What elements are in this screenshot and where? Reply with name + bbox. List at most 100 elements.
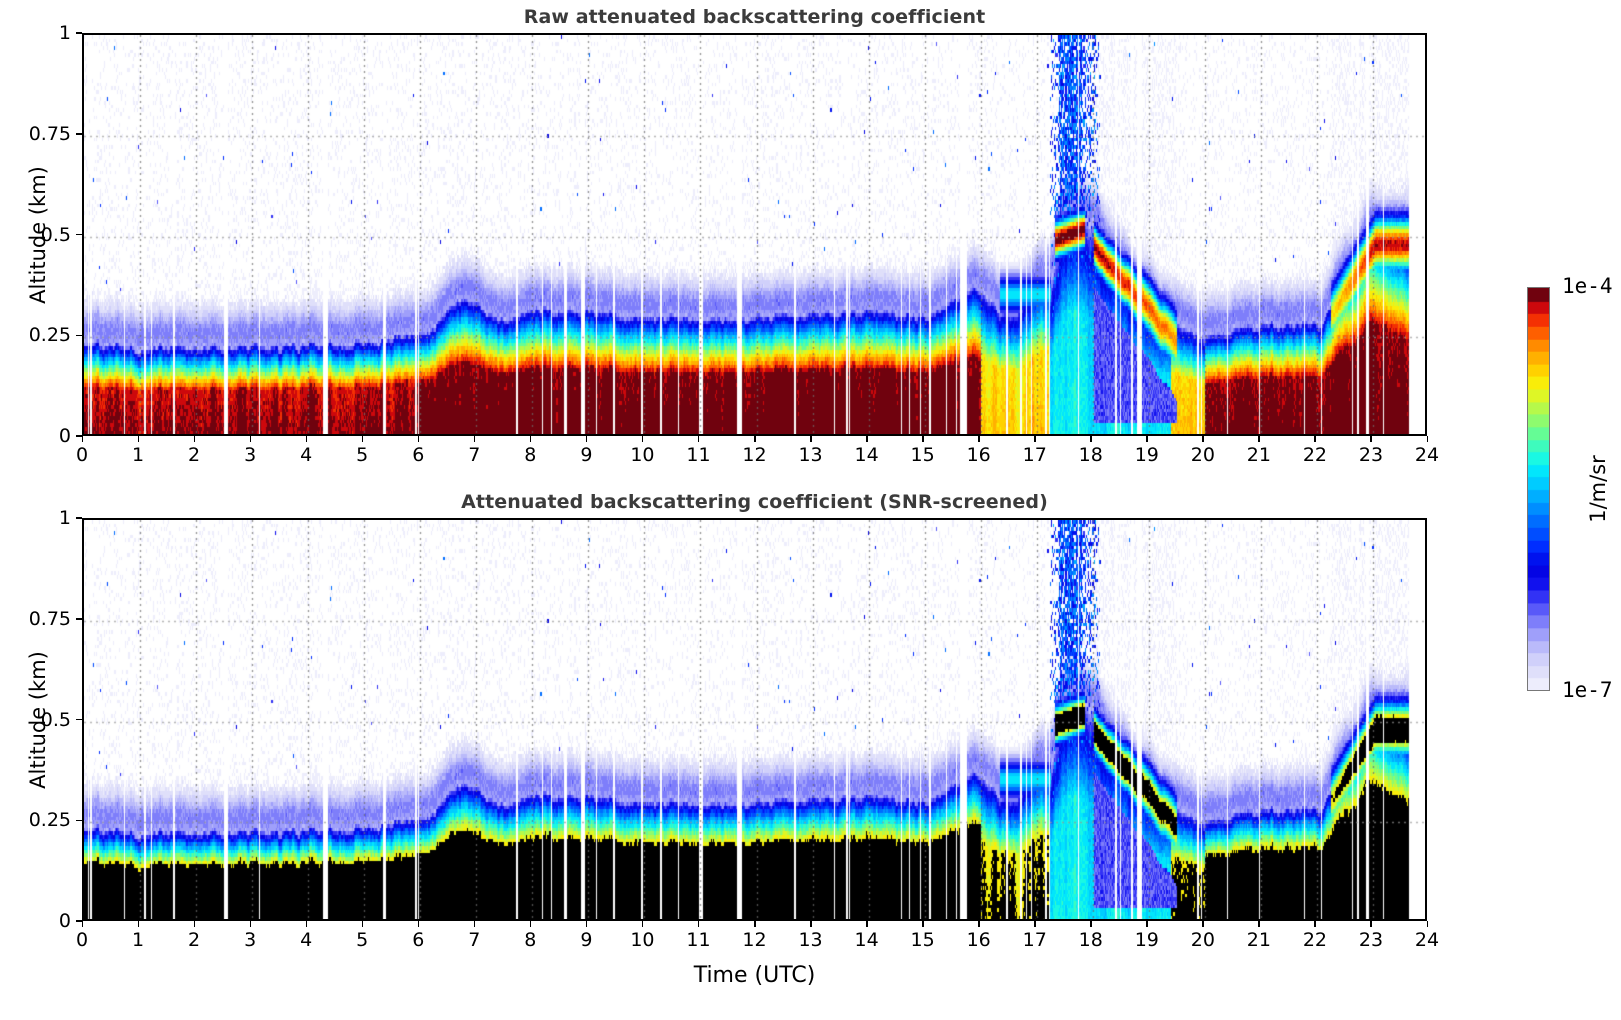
xtick-label: 2 xyxy=(188,929,201,951)
ytick-mark xyxy=(76,233,82,236)
ytick-label: 0.25 xyxy=(28,809,71,832)
colorbar-gradient xyxy=(1527,287,1550,691)
xtick-label: 14 xyxy=(854,444,879,466)
ytick-mark xyxy=(76,618,82,620)
xaxis-title: Time (UTC) xyxy=(693,963,816,988)
xtick-mark xyxy=(754,436,756,442)
xtick-label: 19 xyxy=(1134,929,1159,951)
xtick-label: 9 xyxy=(580,929,593,951)
xtick-label: 6 xyxy=(412,444,425,466)
xtick-mark xyxy=(1370,436,1372,442)
xtick-label: 5 xyxy=(356,444,369,466)
plot-area-raw[interactable] xyxy=(82,33,1427,436)
xtick-mark xyxy=(922,436,924,442)
ytick-mark xyxy=(76,32,82,34)
ytick-mark xyxy=(76,435,82,437)
xtick-mark xyxy=(1258,436,1260,442)
xtick-mark xyxy=(978,436,980,442)
xtick-label: 22 xyxy=(1302,929,1327,951)
xtick-mark xyxy=(1146,921,1148,927)
xtick-label: 15 xyxy=(910,929,935,951)
xtick-label: 20 xyxy=(1190,444,1215,466)
xtick-label: 12 xyxy=(742,444,767,466)
xtick-label: 11 xyxy=(686,929,711,951)
xtick-label: 0 xyxy=(75,444,89,466)
xtick-mark xyxy=(1426,436,1428,442)
xtick-label: 4 xyxy=(300,444,313,466)
xtick-mark xyxy=(361,921,364,927)
xtick-label: 2 xyxy=(188,444,201,466)
xtick-mark xyxy=(137,436,140,442)
panel-title-raw: Raw attenuated backscattering coefficien… xyxy=(523,6,986,28)
xtick-label: 21 xyxy=(1246,929,1271,951)
xtick-label: 16 xyxy=(966,444,991,466)
ytick-label: 1 xyxy=(58,22,71,44)
xtick-mark xyxy=(641,921,644,927)
xtick-mark xyxy=(81,436,83,442)
xtick-label: 1 xyxy=(131,929,145,951)
ytick-label: 0.5 xyxy=(40,708,71,731)
xtick-mark xyxy=(866,921,868,927)
xtick-mark xyxy=(697,436,700,442)
xtick-label: 3 xyxy=(244,444,257,466)
xtick-mark xyxy=(249,436,252,442)
xtick-label: 16 xyxy=(966,929,991,951)
colorbar-title: 1/m/sr xyxy=(1586,455,1610,523)
xtick-label: 12 xyxy=(742,929,767,951)
xtick-mark xyxy=(249,921,252,927)
xtick-label: 20 xyxy=(1190,929,1215,951)
xtick-label: 7 xyxy=(468,929,481,951)
panel-raw xyxy=(82,33,1427,436)
heatmap-canvas-screened xyxy=(84,520,1425,919)
xtick-label: 5 xyxy=(356,929,369,951)
xtick-label: 24 xyxy=(1414,444,1440,466)
ytick-label: 0.25 xyxy=(28,324,71,347)
xtick-label: 22 xyxy=(1302,444,1327,466)
xtick-mark xyxy=(193,921,196,927)
xtick-label: 3 xyxy=(244,929,257,951)
xtick-label: 6 xyxy=(412,929,425,951)
xtick-mark xyxy=(1426,921,1428,927)
xtick-label: 9 xyxy=(580,444,593,466)
xtick-mark xyxy=(1314,921,1316,927)
xtick-mark xyxy=(361,436,364,442)
colorbar-max-label: 1e-4 xyxy=(1562,274,1613,298)
xtick-label: 15 xyxy=(910,444,935,466)
xtick-label: 23 xyxy=(1358,444,1384,466)
ytick-mark xyxy=(76,718,82,721)
xtick-label: 18 xyxy=(1078,929,1103,951)
ytick-label: 0.5 xyxy=(40,223,71,246)
xtick-mark xyxy=(417,921,420,927)
xtick-mark xyxy=(810,921,812,927)
colorbar[interactable] xyxy=(1527,287,1550,691)
xtick-label: 19 xyxy=(1134,444,1159,466)
xtick-mark xyxy=(473,436,476,442)
xtick-label: 8 xyxy=(524,929,537,951)
plot-area-screened[interactable] xyxy=(82,518,1427,921)
xtick-mark xyxy=(1034,436,1036,442)
xtick-label: 14 xyxy=(854,929,879,951)
ytick-mark xyxy=(76,819,82,821)
xtick-mark xyxy=(1314,436,1316,442)
xtick-label: 4 xyxy=(300,929,313,951)
ytick-label: 0 xyxy=(58,425,71,447)
ytick-mark xyxy=(76,334,82,336)
xtick-mark xyxy=(193,436,196,442)
xtick-mark xyxy=(754,921,756,927)
xtick-label: 13 xyxy=(798,929,823,951)
ytick-label: 0 xyxy=(58,910,71,932)
xtick-label: 10 xyxy=(630,929,655,951)
xtick-mark xyxy=(81,921,83,927)
xtick-label: 17 xyxy=(1022,444,1047,466)
xtick-mark xyxy=(137,921,140,927)
ytick-mark xyxy=(76,517,82,519)
xtick-label: 0 xyxy=(75,929,89,951)
xtick-label: 21 xyxy=(1246,444,1271,466)
xtick-mark xyxy=(1090,921,1092,927)
xtick-mark xyxy=(810,436,812,442)
xtick-mark xyxy=(585,921,588,927)
ytick-mark xyxy=(76,920,82,922)
heatmap-canvas-raw xyxy=(84,35,1425,434)
xtick-mark xyxy=(305,921,308,927)
colorbar-min-label: 1e-7 xyxy=(1562,678,1613,702)
